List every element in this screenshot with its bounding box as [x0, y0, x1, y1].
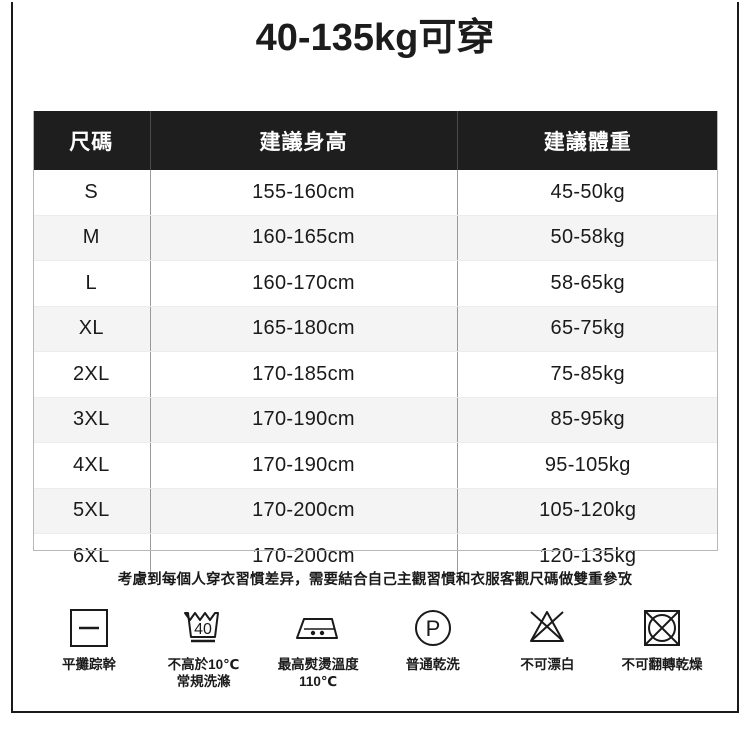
cell-weight: 75-85kg: [457, 351, 718, 398]
care-symbol-iron: 最高熨燙溫度 110℃: [262, 606, 374, 690]
table-row: 2XL 170-185cm 75-85kg: [33, 351, 718, 398]
cell-size: L: [33, 260, 151, 307]
do-not-tumble-dry-icon: [641, 606, 683, 650]
cell-weight: 65-75kg: [457, 306, 718, 352]
svg-text:40: 40: [194, 621, 212, 638]
column-header-weight: 建議體重: [457, 111, 718, 170]
cell-weight: 85-95kg: [457, 397, 718, 443]
cell-weight: 120-135kg: [457, 533, 718, 579]
cell-size: M: [33, 215, 151, 261]
table-row: XL 165-180cm 65-75kg: [33, 306, 718, 352]
cell-height: 170-200cm: [150, 488, 458, 534]
care-label: 最高熨燙溫度: [277, 657, 359, 672]
table-row: 5XL 170-200cm 105-120kg: [33, 488, 718, 534]
care-symbol-do-not-tumble-dry: 不可翻轉乾燥: [606, 606, 718, 673]
cell-weight: 58-65kg: [457, 260, 718, 307]
cell-height: 160-165cm: [150, 215, 458, 261]
table-row: 3XL 170-190cm 85-95kg: [33, 397, 718, 443]
table-row: M 160-165cm 50-58kg: [33, 215, 718, 261]
cell-weight: 105-120kg: [457, 488, 718, 534]
cell-size: S: [33, 170, 151, 216]
care-label-secondary: 常規洗滌: [176, 674, 231, 689]
do-not-bleach-icon: [525, 606, 569, 650]
table-row: L 160-170cm 58-65kg: [33, 260, 718, 307]
flat-dry-icon: [68, 606, 110, 650]
cell-weight: 45-50kg: [457, 170, 718, 216]
cell-size: XL: [33, 306, 151, 352]
care-label-secondary: 110℃: [299, 674, 338, 689]
cell-size: 3XL: [33, 397, 151, 443]
care-symbol-wash-40: 40 不高於10℃ 常規洗滌: [148, 606, 260, 690]
care-label: 平攤踪幹: [62, 657, 116, 672]
care-symbol-do-not-bleach: 不可漂白: [491, 606, 603, 673]
size-table: 尺碼 建議身高 建議體重 S 155-160cm 45-50kg M 160-1…: [33, 111, 718, 579]
care-label: 不可翻轉乾燥: [621, 657, 703, 672]
cell-size: 4XL: [33, 442, 151, 489]
care-symbols-row: 平攤踪幹 40 不高於10℃ 常規洗滌: [33, 606, 718, 690]
care-symbol-flat-dry: 平攤踪幹: [33, 606, 145, 673]
cell-height: 170-190cm: [150, 442, 458, 489]
cell-height: 155-160cm: [150, 170, 458, 216]
dry-clean-p-icon: P: [412, 606, 454, 650]
table-row: 6XL 170-200cm 120-135kg: [33, 533, 718, 579]
cell-height: 170-185cm: [150, 351, 458, 398]
cell-size: 5XL: [33, 488, 151, 534]
wash-40-icon: 40: [180, 606, 228, 650]
page-title: 40-135kg可穿: [255, 17, 495, 59]
table-row: 4XL 170-190cm 95-105kg: [33, 442, 718, 489]
table-body: S 155-160cm 45-50kg M 160-165cm 50-58kg …: [33, 170, 718, 579]
cell-weight: 95-105kg: [457, 442, 718, 489]
column-header-height: 建議身高: [150, 111, 458, 170]
care-label: 普通乾洗: [405, 657, 460, 672]
table-row: S 155-160cm 45-50kg: [33, 170, 718, 216]
cell-height: 165-180cm: [150, 306, 458, 352]
care-label: 不可漂白: [520, 657, 575, 672]
table-header-row: 尺碼 建議身高 建議體重: [33, 111, 718, 170]
cell-height: 170-190cm: [150, 397, 458, 443]
cell-size: 6XL: [33, 533, 151, 579]
cell-height: 160-170cm: [150, 260, 458, 307]
cell-height: 170-200cm: [150, 533, 458, 579]
care-symbol-dry-clean: P 普通乾洗: [377, 606, 489, 673]
svg-text:P: P: [425, 616, 440, 641]
column-header-size: 尺碼: [33, 111, 151, 170]
iron-two-dots-icon: [292, 606, 344, 650]
cell-size: 2XL: [33, 351, 151, 398]
sizing-note: 考慮到每個人穿衣習慣差异，需要結合自己主觀習慣和衣服客觀尺碼做雙重參攷: [117, 572, 633, 588]
care-label: 不高於10℃: [167, 657, 240, 672]
cell-weight: 50-58kg: [457, 215, 718, 261]
